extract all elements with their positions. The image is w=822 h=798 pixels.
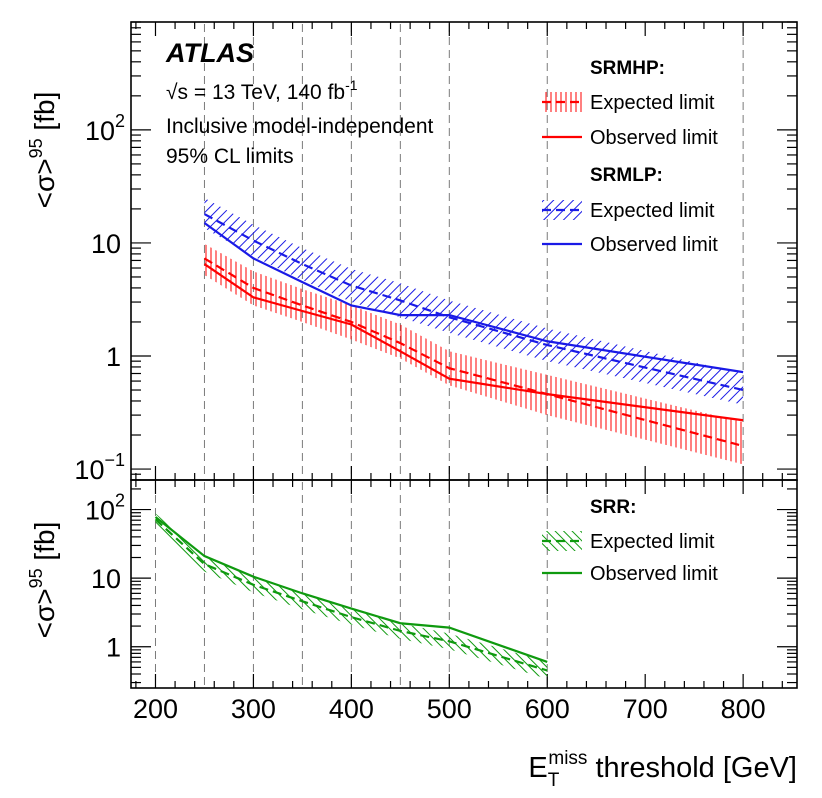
srmlp-observed-line [203,222,744,374]
ytick-label-base: 10 [85,496,115,526]
ytick-label-base: 1 [106,633,121,663]
x-tick-label-500: 500 [427,694,472,724]
top-error-bands [204,197,744,465]
x-tick-label-800: 800 [721,694,766,724]
x-tick-label-300: 300 [231,694,276,724]
atlas-label: ATLAS [165,38,254,68]
ytick-label-exponent: 2 [115,111,125,131]
x-tick-labels: 200 300 400 500 600 700 800 [133,694,766,724]
x-tick-label-400: 400 [329,694,374,724]
legend-heading-srmlp: SRMLP: [590,165,663,186]
top-ytick-label: 10 [91,229,121,259]
top-ytick-label: 102 [85,111,125,146]
top-legend: SRMHP: Expected limit Observed limit SRM… [542,58,718,256]
top-ytick-label: 1 [106,342,121,372]
bottom-axis-ticks [131,480,797,688]
bot-ytick-label: 102 [85,491,125,526]
ytick-label-base: 10 [85,116,115,146]
bottom-error-bands [155,513,548,679]
srmhp-observed-line [203,263,744,422]
top-ytick-label: 10−1 [74,450,125,485]
note-line-2: 95% CL limits [166,145,294,168]
top-y-axis-title: <σ>95 [fb] [26,92,60,209]
x-tick-label-600: 600 [525,694,570,724]
note-line-1: Inclusive model-independent [166,115,434,138]
srmlp-expected-line [203,213,744,392]
legend-label-srr-observed: Observed limit [590,563,718,585]
legend-label-srmhp-expected: Expected limit [590,92,715,114]
x-tick-label-200: 200 [133,694,178,724]
srr-expected-band [155,513,548,679]
legend-heading-srr: SRR: [590,497,636,518]
bot-ytick-label: 10 [91,564,121,594]
srmhp-expected-band [204,243,744,465]
legend-heading-srmhp: SRMHP: [590,58,665,79]
x-tick-label-700: 700 [623,694,668,724]
bot-ytick-label: 1 [106,633,121,663]
energy-lumi-label: √s = 13 TeV, 140 fb-1 [166,77,358,104]
legend-label-srr-expected: Expected limit [590,531,715,553]
ytick-label-base: 10 [91,229,121,259]
legend-label-srmlp-expected: Expected limit [590,200,715,222]
ytick-label-base: 1 [106,342,121,372]
legend-label-srmhp-observed: Observed limit [590,127,718,149]
srr-expected-line [154,518,548,672]
bottom-legend: SRR: Expected limit Observed limit [542,497,718,585]
bottom-series-lines [154,516,548,672]
legend-label-srmlp-observed: Observed limit [590,234,718,256]
top-axis-ticks [131,21,797,481]
srr-observed-line [154,516,548,663]
ytick-label-base: 10 [74,455,104,485]
ytick-label-exponent: 2 [115,491,125,511]
bottom-y-axis-title: <σ>95 [fb] [26,522,60,639]
bottom-gridlines [154,482,548,687]
top-series-lines [203,213,744,448]
bottom-panel-frame [130,479,798,689]
ytick-label-base: 10 [91,564,121,594]
srmlp-expected-band [204,197,744,405]
ytick-label-exponent: −1 [104,450,125,470]
srmhp-expected-line [203,257,744,448]
x-axis-title: ETmiss threshold [GeV] [528,748,797,791]
